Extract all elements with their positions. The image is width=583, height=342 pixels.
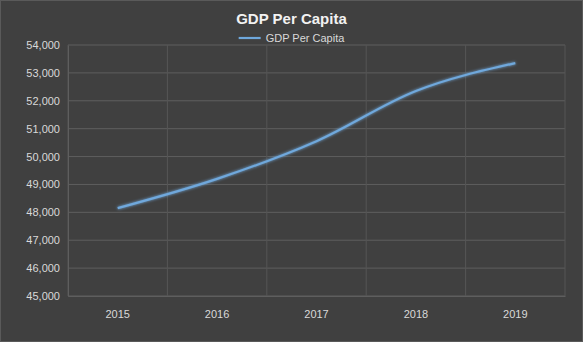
grid-line [68,184,565,185]
x-tick: 2015 [105,296,129,320]
y-tick: 45,000 [26,290,68,302]
grid-line [68,128,565,129]
y-tick: 50,000 [26,151,68,163]
x-tick: 2018 [404,296,428,320]
category-separator [565,45,566,296]
y-axis: 45,000 46,000 47,000 48,000 49,000 50,000 51,0… [26,39,68,302]
category-separator [366,45,367,296]
x-tick-label: 2017 [304,308,328,320]
series-group [118,63,516,208]
x-tick: 2016 [205,296,229,320]
x-tick-label: 2019 [503,308,527,320]
y-tick: 46,000 [26,262,68,274]
y-tick-label: 45,000 [26,290,60,302]
grid-line [68,156,565,157]
y-tick: 54,000 [26,39,68,51]
x-axis-line [69,296,566,297]
y-tick: 49,000 [26,178,68,190]
y-tick: 48,000 [26,206,68,218]
y-tick: 53,000 [26,67,68,79]
category-separator [266,45,267,296]
grid-line [68,240,565,241]
y-tick-label: 48,000 [26,206,60,218]
grid-line [68,212,565,213]
x-tick-label: 2016 [205,308,229,320]
x-tick-label: 2018 [404,308,428,320]
grid-line [68,100,565,101]
y-tick: 52,000 [26,95,68,107]
y-tick-label: 49,000 [26,178,60,190]
title: GDP Per Capita [236,10,347,27]
y-tick-label: 47,000 [26,234,60,246]
y-tick-label: 50,000 [26,151,60,163]
y-tick-label: 51,000 [26,123,60,135]
grid-line [68,268,565,269]
plot-area: 45,000 46,000 47,000 48,000 49,000 50,000 51,0… [26,39,565,320]
legend: GDP Per Capita [239,32,346,44]
grid [68,45,565,296]
legend-item: GDP Per Capita [239,32,346,44]
legend-label: GDP Per Capita [266,32,346,44]
y-tick-label: 46,000 [26,262,60,274]
x-axis: 2015 2016 2017 2018 2019 [69,296,566,320]
chart: GDP Per Capita 45,000 46,000 47,000 48,000 49… [0,0,583,342]
category-separator [68,45,69,296]
background [1,1,583,342]
y-tick-label: 54,000 [26,39,60,51]
category-separator [167,45,168,296]
grid-line [68,296,565,297]
y-axis-line [68,46,69,297]
y-tick: 47,000 [26,234,68,246]
y-tick-label: 52,000 [26,95,60,107]
y-tick: 51,000 [26,123,68,135]
x-tick-label: 2015 [105,308,129,320]
legend-swatch [239,37,261,39]
grid-line [68,72,565,73]
x-tick: 2017 [304,296,328,320]
category-separator [465,45,466,296]
y-tick-label: 53,000 [26,67,60,79]
grid-line [68,45,565,46]
series-line [118,63,516,208]
x-tick: 2019 [503,296,527,320]
